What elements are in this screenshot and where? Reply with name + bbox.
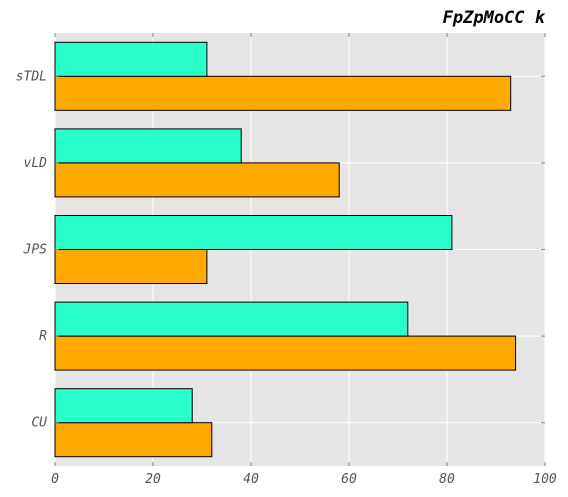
- y-tick-label: CU: [31, 416, 47, 431]
- bars: [54, 41, 517, 458]
- x-tick-label: 80: [439, 472, 455, 487]
- y-tick-label: R: [39, 329, 47, 344]
- bar-series-1-r: [54, 301, 409, 337]
- y-tick-label: vLD: [24, 156, 48, 171]
- bar-series-1-jps: [54, 215, 453, 250]
- x-axis-ticks: 0 20 40 60 80 100: [51, 33, 557, 487]
- chart-title: FpZpMoCC k: [443, 8, 546, 28]
- bar-series-0-r: [54, 335, 517, 371]
- x-tick-label: 100: [533, 472, 557, 487]
- y-axis-ticks: CU R JPS vLD sTDL: [16, 69, 545, 431]
- x-tick-label: 40: [243, 472, 259, 487]
- bar-series-1-vld: [54, 128, 242, 164]
- bar-series-1-cu: [54, 388, 193, 424]
- x-tick-label: 20: [145, 472, 161, 487]
- y-tick-label: JPS: [23, 243, 48, 258]
- bar-series-0-cu: [54, 422, 213, 458]
- y-tick-label: sTDL: [16, 69, 47, 84]
- x-tick-label: 0: [51, 472, 59, 487]
- bar-series-0-jps: [54, 249, 208, 284]
- bar-series-0-stdl: [54, 75, 512, 111]
- x-tick-label: 60: [341, 472, 357, 487]
- bar-series-0-vld: [54, 162, 340, 198]
- bar-series-1-stdl: [54, 41, 208, 77]
